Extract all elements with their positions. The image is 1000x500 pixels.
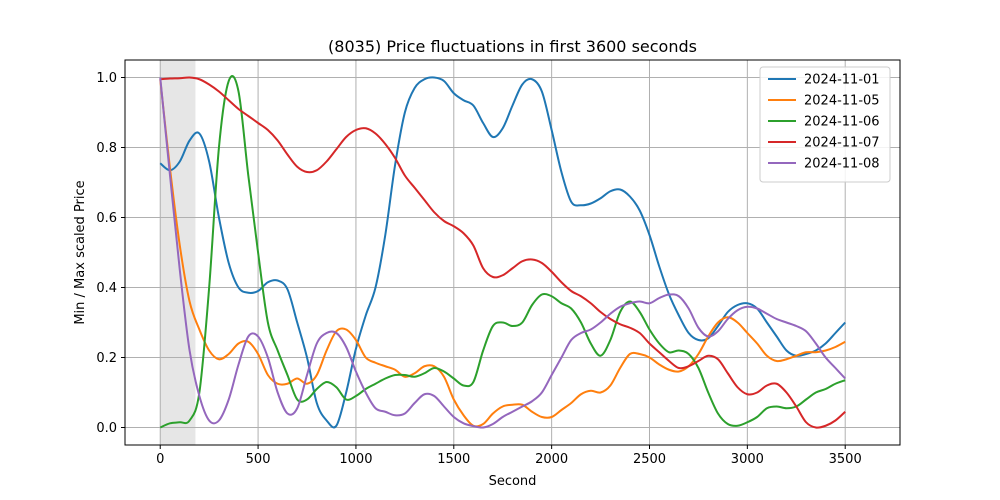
y-axis-label: Min / Max scaled Price (73, 180, 88, 324)
x-tick-label: 2000 (535, 452, 568, 467)
x-tick-label: 2500 (633, 452, 666, 467)
y-tick-label: 1.0 (96, 71, 117, 86)
legend-label: 2024-11-01 (804, 73, 880, 88)
x-tick-label: 1500 (437, 452, 470, 467)
legend-label: 2024-11-07 (804, 136, 880, 151)
y-tick-label: 0.4 (96, 281, 117, 296)
x-tick-label: 3000 (731, 452, 764, 467)
axis-ticks: 0 500 1000 1500 2000 2500 3000 3500 0.0 0.2 0.4 0.6… (96, 71, 861, 467)
y-tick-label: 0.6 (96, 211, 117, 226)
x-axis-label: Second (489, 474, 537, 489)
x-tick-label: 0 (156, 452, 164, 467)
x-tick-label: 3500 (829, 452, 862, 467)
legend-box (759, 66, 891, 183)
series-line-2024-11-07 (160, 76, 846, 429)
legend: 2024-11-01 2024-11-05 2024-11-06 2024-11-07… (759, 66, 891, 183)
series-line-2024-11-01 (159, 76, 846, 429)
x-tick-label: 500 (246, 452, 271, 467)
y-tick-label: 0.0 (96, 421, 117, 436)
series-line-2024-11-05 (159, 79, 846, 428)
legend-label: 2024-11-06 (804, 115, 880, 130)
series-lines (159, 75, 846, 429)
series-line-2024-11-06 (159, 75, 846, 429)
chart-title: (8035) Price fluctuations in first 3600 … (328, 37, 697, 56)
y-tick-label: 0.8 (96, 141, 117, 156)
y-tick-label: 0.2 (96, 351, 117, 366)
series-line-2024-11-08 (159, 77, 846, 429)
legend-label: 2024-11-05 (804, 94, 880, 109)
x-tick-label: 1000 (339, 452, 372, 467)
plot-frame (124, 59, 901, 446)
legend-label: 2024-11-08 (804, 157, 880, 172)
